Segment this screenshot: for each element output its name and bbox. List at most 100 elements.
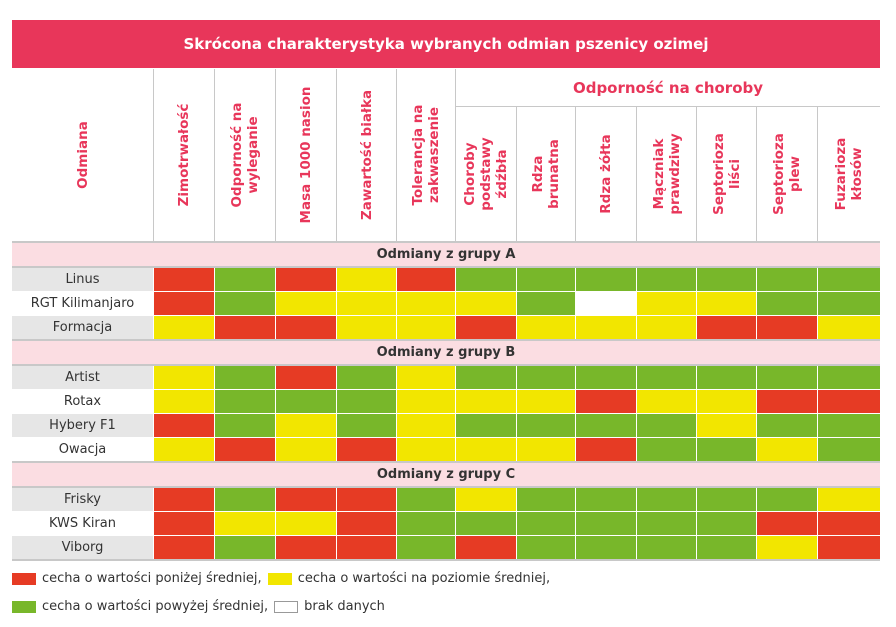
- rating-cell: [214, 268, 275, 291]
- row-gap: [12, 315, 880, 316]
- rating-cell: [455, 366, 516, 389]
- rating-cell: [396, 316, 455, 339]
- header-column-label: Masa 1000 nasion: [298, 86, 314, 224]
- header-column: Rdza żółta: [575, 107, 636, 241]
- header-column-label: Choroby podstawy źdźbła: [462, 137, 510, 211]
- group-header: Odmiany z grupy B: [12, 341, 880, 364]
- group-divider: [12, 486, 880, 488]
- rating-cell: [396, 390, 455, 413]
- rating-cell: [696, 512, 756, 535]
- rating-cell: [575, 268, 636, 291]
- rating-cell: [214, 488, 275, 511]
- group-bottom-divider: [12, 339, 880, 341]
- header-column-label: Tolerancja na zakwaszenie: [410, 104, 442, 206]
- rating-cell: [455, 268, 516, 291]
- rating-cell: [336, 316, 396, 339]
- rating-cell: [396, 536, 455, 559]
- rating-cell: [817, 316, 880, 339]
- rating-cell: [756, 536, 817, 559]
- legend-below-label: cecha o wartości poniżej średniej,: [42, 571, 262, 586]
- rating-cell: [516, 414, 575, 437]
- rating-cell: [636, 512, 696, 535]
- rating-cell: [336, 438, 396, 461]
- rating-cell: [817, 366, 880, 389]
- group-header: Odmiany z grupy C: [12, 463, 880, 486]
- rating-cell: [575, 438, 636, 461]
- rating-cell: [696, 488, 756, 511]
- header-column: Mączniak prawdziwy: [636, 107, 696, 241]
- rating-cell: [636, 536, 696, 559]
- rating-cell: [153, 390, 214, 413]
- rating-cell: [636, 390, 696, 413]
- rating-cell: [516, 512, 575, 535]
- legend-yellow-swatch: [267, 572, 292, 585]
- rating-cell: [275, 292, 336, 315]
- rating-cell: [696, 390, 756, 413]
- rating-cell: [455, 316, 516, 339]
- row-name: RGT Kilimanjaro: [12, 292, 153, 315]
- rating-cell: [275, 316, 336, 339]
- rating-cell: [636, 366, 696, 389]
- rating-cell: [696, 316, 756, 339]
- header-odmiana: Odmiana: [12, 69, 153, 241]
- rating-cell: [516, 488, 575, 511]
- rating-cell: [516, 536, 575, 559]
- rating-cell: [214, 390, 275, 413]
- group-bottom-divider: [12, 461, 880, 463]
- header-column: Fuzarioza kłosów: [817, 107, 880, 241]
- row-name: Linus: [12, 268, 153, 291]
- rating-cell: [516, 292, 575, 315]
- header-divider: [12, 241, 880, 243]
- rating-cell: [336, 366, 396, 389]
- rating-cell: [153, 536, 214, 559]
- rating-cell: [275, 512, 336, 535]
- rating-cell: [214, 512, 275, 535]
- rating-cell: [153, 316, 214, 339]
- header-odmiana-label: Odmiana: [74, 121, 91, 189]
- row-name: Owacja: [12, 438, 153, 461]
- legend-above-label: cecha o wartości powyżej średniej,: [42, 599, 269, 614]
- rating-cell: [275, 414, 336, 437]
- legend-white-swatch: [274, 600, 299, 613]
- rating-cell: [153, 488, 214, 511]
- header-column: Tolerancja na zakwaszenie: [396, 69, 455, 241]
- rating-cell: [396, 268, 455, 291]
- rating-cell: [575, 536, 636, 559]
- rating-cell: [275, 536, 336, 559]
- rating-cell: [636, 268, 696, 291]
- rating-cell: [817, 488, 880, 511]
- rating-cell: [696, 366, 756, 389]
- rating-cell: [396, 292, 455, 315]
- rating-cell: [636, 316, 696, 339]
- rating-cell: [275, 390, 336, 413]
- legend-row-1: cecha o wartości poniżej średniej, cecha…: [12, 571, 550, 586]
- rating-cell: [214, 316, 275, 339]
- rating-cell: [817, 536, 880, 559]
- row-name: Artist: [12, 366, 153, 389]
- rating-cell: [516, 390, 575, 413]
- rating-cell: [275, 488, 336, 511]
- rating-cell: [756, 316, 817, 339]
- rating-cell: [336, 268, 396, 291]
- rating-cell: [817, 438, 880, 461]
- rating-cell: [575, 488, 636, 511]
- rating-cell: [636, 292, 696, 315]
- rating-cell: [636, 488, 696, 511]
- row-name: Viborg: [12, 536, 153, 559]
- rating-cell: [696, 268, 756, 291]
- rating-cell: [817, 268, 880, 291]
- rating-cell: [516, 438, 575, 461]
- rating-cell: [214, 366, 275, 389]
- rating-cell: [696, 438, 756, 461]
- rating-cell: [696, 292, 756, 315]
- rating-cell: [455, 390, 516, 413]
- rating-cell: [153, 438, 214, 461]
- rating-cell: [636, 438, 696, 461]
- rating-cell: [756, 414, 817, 437]
- header-column: Odporność na wyleganie: [214, 69, 275, 241]
- rating-cell: [756, 438, 817, 461]
- group-bottom-divider: [12, 559, 880, 561]
- header-column-label: Rdza żółta: [598, 134, 614, 214]
- row-name: KWS Kiran: [12, 512, 153, 535]
- rating-cell: [455, 292, 516, 315]
